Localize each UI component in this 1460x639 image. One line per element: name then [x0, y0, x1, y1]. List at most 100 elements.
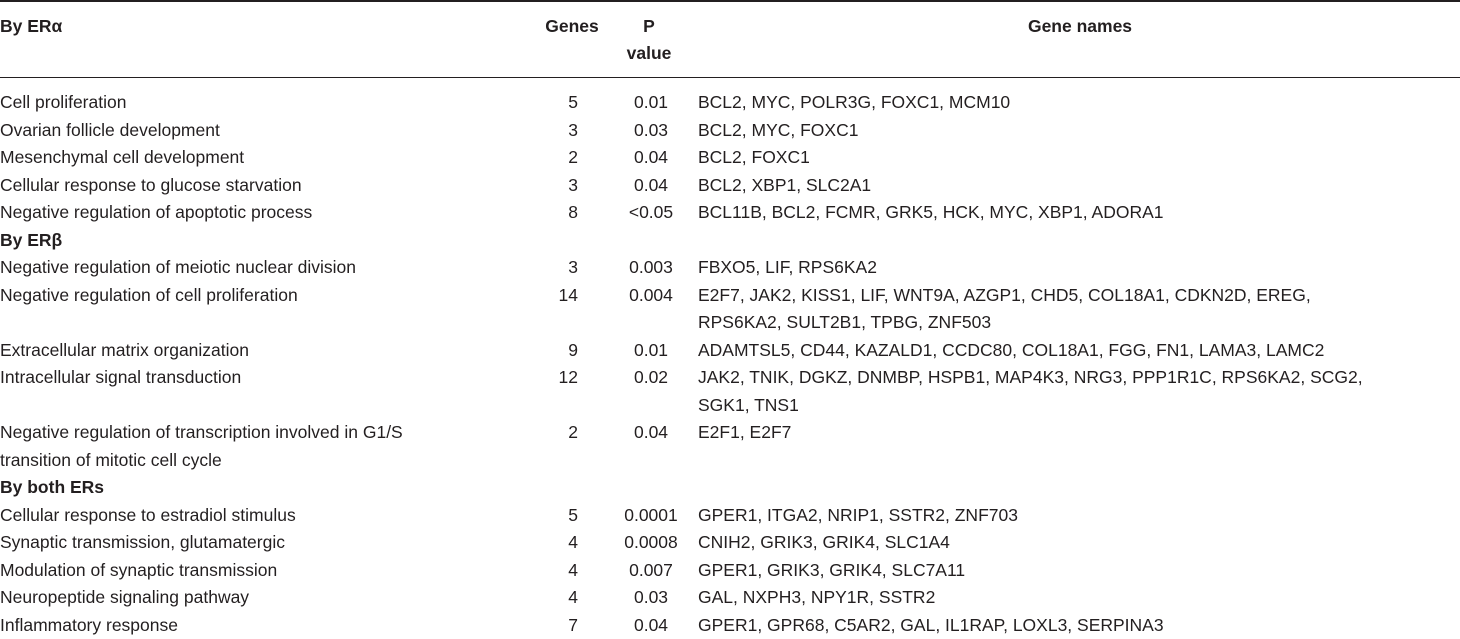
p-value: 0.004 [604, 282, 698, 337]
go-term: Cell proliferation [0, 89, 540, 117]
p-value: 0.04 [604, 144, 698, 172]
p-value: 0.0001 [604, 502, 698, 530]
gene-names: BCL2, MYC, FOXC1 [698, 117, 1460, 145]
gene-count: 3 [540, 254, 604, 282]
gene-names-line: E2F1, E2F7 [698, 419, 1460, 447]
go-term: Intracellular signal transduction [0, 364, 540, 419]
p-value: 0.007 [604, 557, 698, 585]
gene-names-line: GAL, NXPH3, NPY1R, SSTR2 [698, 584, 1460, 612]
gene-names-line: BCL2, MYC, POLR3G, FOXC1, MCM10 [698, 89, 1460, 117]
go-term-line: Neuropeptide signaling pathway [0, 584, 540, 612]
go-term-line: Negative regulation of meiotic nuclear d… [0, 254, 540, 282]
gene-count: 3 [540, 117, 604, 145]
gene-names: ADAMTSL5, CD44, KAZALD1, CCDC80, COL18A1… [698, 337, 1460, 365]
go-term-line: Negative regulation of apoptotic process [0, 199, 540, 227]
gene-names-line: GPER1, ITGA2, NRIP1, SSTR2, ZNF703 [698, 502, 1460, 530]
gene-names-line: BCL2, MYC, FOXC1 [698, 117, 1460, 145]
gene-names-line: BCL2, XBP1, SLC2A1 [698, 172, 1460, 200]
gene-names-line: SGK1, TNS1 [698, 392, 1460, 420]
go-term: Cellular response to glucose starvation [0, 172, 540, 200]
table-top-rule [0, 0, 1460, 2]
header-by-er-alpha: By ERα [0, 13, 62, 40]
header-p-value-label: P value [619, 13, 679, 67]
gene-names: CNIH2, GRIK3, GRIK4, SLC1A4 [698, 529, 1460, 557]
go-term: Mesenchymal cell development [0, 144, 540, 172]
go-term-line: Negative regulation of transcription inv… [0, 419, 540, 447]
gene-count: 4 [540, 584, 604, 612]
gene-names: GPER1, GPR68, C5AR2, GAL, IL1RAP, LOXL3,… [698, 612, 1460, 639]
go-term-line: Synaptic transmission, glutamatergic [0, 529, 540, 557]
gene-names-line: GPER1, GPR68, C5AR2, GAL, IL1RAP, LOXL3,… [698, 612, 1460, 639]
go-term-line: Ovarian follicle development [0, 117, 540, 145]
go-term: Negative regulation of cell proliferatio… [0, 282, 540, 337]
go-term-line: Modulation of synaptic transmission [0, 557, 540, 585]
gene-names-line: E2F7, JAK2, KISS1, LIF, WNT9A, AZGP1, CH… [698, 282, 1460, 310]
header-p-value: P value [610, 13, 688, 67]
gene-count: 8 [540, 199, 604, 227]
go-term: Modulation of synaptic transmission [0, 557, 540, 585]
gene-names: BCL2, XBP1, SLC2A1 [698, 172, 1460, 200]
gene-count: 12 [540, 364, 604, 419]
gene-names: E2F7, JAK2, KISS1, LIF, WNT9A, AZGP1, CH… [698, 282, 1460, 337]
go-term: Inflammatory response [0, 612, 540, 639]
gene-names: JAK2, TNIK, DGKZ, DNMBP, HSPB1, MAP4K3, … [698, 364, 1460, 419]
gene-names-line: CNIH2, GRIK3, GRIK4, SLC1A4 [698, 529, 1460, 557]
go-term: Cellular response to estradiol stimulus [0, 502, 540, 530]
go-term: Extracellular matrix organization [0, 337, 540, 365]
gene-count: 14 [540, 282, 604, 337]
go-term: Negative regulation of meiotic nuclear d… [0, 254, 540, 282]
p-value: 0.04 [604, 172, 698, 200]
go-term-line: transition of mitotic cell cycle [0, 447, 540, 475]
header-genes: Genes [540, 13, 604, 40]
gene-count: 2 [540, 419, 604, 474]
section-title: By both ERs [0, 474, 1460, 502]
header-rule [0, 77, 1460, 78]
gene-count: 5 [540, 89, 604, 117]
gene-names-line: GPER1, GRIK3, GRIK4, SLC7A11 [698, 557, 1460, 585]
gene-names-line: BCL11B, BCL2, FCMR, GRK5, HCK, MYC, XBP1… [698, 199, 1460, 227]
gene-names: BCL11B, BCL2, FCMR, GRK5, HCK, MYC, XBP1… [698, 199, 1460, 227]
go-term: Negative regulation of apoptotic process [0, 199, 540, 227]
p-value: 0.04 [604, 419, 698, 474]
section-title: By ERβ [0, 227, 1460, 255]
go-term-line: Cellular response to estradiol stimulus [0, 502, 540, 530]
go-term: Negative regulation of transcription inv… [0, 419, 540, 474]
go-term-line: Inflammatory response [0, 612, 540, 639]
gene-names: BCL2, FOXC1 [698, 144, 1460, 172]
go-term-line: Intracellular signal transduction [0, 364, 540, 392]
gene-names-line: JAK2, TNIK, DGKZ, DNMBP, HSPB1, MAP4K3, … [698, 364, 1460, 392]
gene-names: BCL2, MYC, POLR3G, FOXC1, MCM10 [698, 89, 1460, 117]
go-term: Neuropeptide signaling pathway [0, 584, 540, 612]
gene-names: GPER1, ITGA2, NRIP1, SSTR2, ZNF703 [698, 502, 1460, 530]
gene-names: E2F1, E2F7 [698, 419, 1460, 474]
go-term: Ovarian follicle development [0, 117, 540, 145]
p-value: 0.03 [604, 584, 698, 612]
gene-names: GPER1, GRIK3, GRIK4, SLC7A11 [698, 557, 1460, 585]
p-value: 0.01 [604, 337, 698, 365]
gene-names-line: ADAMTSL5, CD44, KAZALD1, CCDC80, COL18A1… [698, 337, 1460, 365]
p-value: 0.02 [604, 364, 698, 419]
go-term-line: Extracellular matrix organization [0, 337, 540, 365]
go-term: Synaptic transmission, glutamatergic [0, 529, 540, 557]
go-term-line: Mesenchymal cell development [0, 144, 540, 172]
go-term-line: Negative regulation of cell proliferatio… [0, 282, 540, 310]
p-value: 0.0008 [604, 529, 698, 557]
go-term-line: Cell proliferation [0, 89, 540, 117]
gene-names: GAL, NXPH3, NPY1R, SSTR2 [698, 584, 1460, 612]
gene-names-line: FBXO5, LIF, RPS6KA2 [698, 254, 1460, 282]
gene-count: 2 [540, 144, 604, 172]
gene-count: 4 [540, 557, 604, 585]
p-value: 0.003 [604, 254, 698, 282]
go-term-line: Cellular response to glucose starvation [0, 172, 540, 200]
gene-names: FBXO5, LIF, RPS6KA2 [698, 254, 1460, 282]
gene-count: 5 [540, 502, 604, 530]
p-value: 0.03 [604, 117, 698, 145]
header-gene-names: Gene names [700, 13, 1460, 40]
p-value: 0.01 [604, 89, 698, 117]
gene-names-line: RPS6KA2, SULT2B1, TPBG, ZNF503 [698, 309, 1460, 337]
gene-count: 9 [540, 337, 604, 365]
gene-count: 7 [540, 612, 604, 639]
p-value: <0.05 [604, 199, 698, 227]
gene-count: 3 [540, 172, 604, 200]
